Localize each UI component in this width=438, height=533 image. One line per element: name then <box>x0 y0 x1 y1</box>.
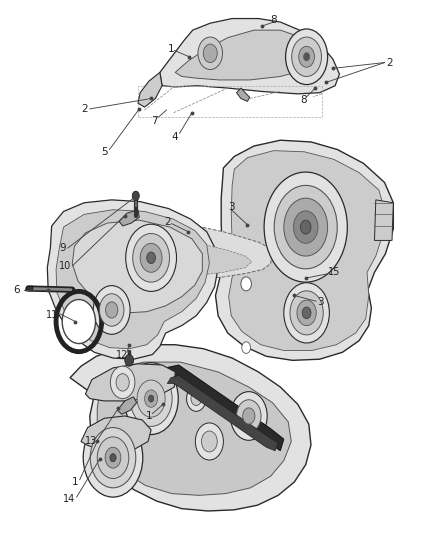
Circle shape <box>198 37 223 69</box>
Text: 2: 2 <box>164 217 171 227</box>
Circle shape <box>195 423 223 460</box>
Circle shape <box>62 300 95 344</box>
Polygon shape <box>160 19 339 94</box>
Polygon shape <box>138 72 162 107</box>
Circle shape <box>105 447 121 468</box>
Circle shape <box>284 282 329 343</box>
Circle shape <box>132 191 139 200</box>
Circle shape <box>99 294 124 326</box>
Circle shape <box>230 392 267 440</box>
Text: 1: 1 <box>167 44 174 54</box>
Circle shape <box>110 454 116 462</box>
Text: 8: 8 <box>270 15 277 25</box>
Circle shape <box>126 224 177 292</box>
Circle shape <box>83 418 143 497</box>
Text: 6: 6 <box>13 285 20 295</box>
Circle shape <box>242 342 251 353</box>
Circle shape <box>106 302 118 318</box>
Circle shape <box>203 44 217 62</box>
Polygon shape <box>70 345 311 511</box>
Polygon shape <box>237 88 250 101</box>
Circle shape <box>125 354 134 366</box>
Circle shape <box>243 408 255 424</box>
Text: 3: 3 <box>317 297 324 308</box>
Circle shape <box>297 300 316 326</box>
Polygon shape <box>81 416 151 451</box>
Polygon shape <box>215 140 393 360</box>
Text: 10: 10 <box>59 261 71 271</box>
Polygon shape <box>374 200 393 240</box>
Polygon shape <box>229 151 385 351</box>
Text: 2: 2 <box>386 58 393 68</box>
Text: 1: 1 <box>72 477 79 487</box>
Polygon shape <box>167 375 278 451</box>
Circle shape <box>147 252 155 264</box>
Text: 5: 5 <box>101 147 108 157</box>
Text: 4: 4 <box>171 132 178 142</box>
Circle shape <box>304 53 310 61</box>
Polygon shape <box>94 362 291 495</box>
Circle shape <box>284 198 328 256</box>
Text: 7: 7 <box>151 116 158 125</box>
Circle shape <box>116 374 129 391</box>
Circle shape <box>286 29 328 85</box>
Polygon shape <box>163 365 284 451</box>
Text: 12: 12 <box>116 350 128 360</box>
Circle shape <box>130 371 172 426</box>
Polygon shape <box>107 242 252 276</box>
Circle shape <box>148 395 154 402</box>
Polygon shape <box>119 209 139 226</box>
Polygon shape <box>85 364 175 401</box>
Circle shape <box>201 431 217 452</box>
Circle shape <box>292 37 321 76</box>
Polygon shape <box>94 226 272 281</box>
Polygon shape <box>117 397 137 414</box>
Circle shape <box>191 392 201 406</box>
Circle shape <box>237 400 261 432</box>
Circle shape <box>187 386 206 411</box>
Circle shape <box>93 286 130 334</box>
Polygon shape <box>25 286 33 291</box>
Text: 13: 13 <box>85 437 97 447</box>
Text: 1: 1 <box>145 411 152 421</box>
Circle shape <box>300 220 311 234</box>
Text: 8: 8 <box>300 95 307 104</box>
Text: 2: 2 <box>81 104 88 114</box>
Text: 9: 9 <box>59 243 66 253</box>
Text: 14: 14 <box>63 495 75 504</box>
Circle shape <box>241 277 251 291</box>
Circle shape <box>137 380 165 417</box>
Polygon shape <box>47 200 218 359</box>
Polygon shape <box>175 30 315 80</box>
Polygon shape <box>72 220 202 313</box>
Text: 15: 15 <box>328 267 340 277</box>
Circle shape <box>302 307 311 319</box>
Text: 11: 11 <box>46 310 58 320</box>
Circle shape <box>274 185 337 269</box>
Circle shape <box>140 244 162 272</box>
Circle shape <box>110 366 135 399</box>
Circle shape <box>299 46 314 67</box>
Polygon shape <box>56 209 209 349</box>
Circle shape <box>290 291 323 335</box>
Circle shape <box>90 427 136 488</box>
Circle shape <box>133 233 170 282</box>
Circle shape <box>293 211 318 244</box>
Circle shape <box>97 437 129 479</box>
Circle shape <box>145 390 158 407</box>
Text: 3: 3 <box>228 203 235 213</box>
Circle shape <box>124 362 178 434</box>
Circle shape <box>264 172 347 282</box>
